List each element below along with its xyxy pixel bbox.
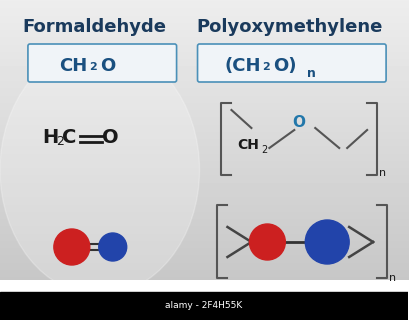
Text: 2: 2 bbox=[263, 62, 270, 72]
Text: H: H bbox=[42, 128, 58, 147]
Text: 2: 2 bbox=[261, 145, 267, 155]
Bar bbox=[0, 292, 408, 320]
Text: O: O bbox=[100, 57, 115, 75]
FancyBboxPatch shape bbox=[198, 44, 386, 82]
Text: C: C bbox=[62, 128, 76, 147]
Text: O: O bbox=[102, 128, 118, 147]
Text: alamy - 2F4H55K: alamy - 2F4H55K bbox=[165, 301, 242, 310]
Text: 2: 2 bbox=[89, 62, 97, 72]
Text: Formaldehyde: Formaldehyde bbox=[23, 18, 167, 36]
Text: Polyoxymethylene: Polyoxymethylene bbox=[196, 18, 382, 36]
Circle shape bbox=[305, 220, 349, 264]
Text: n: n bbox=[389, 273, 396, 283]
Circle shape bbox=[54, 229, 90, 265]
Text: O: O bbox=[292, 115, 305, 130]
FancyBboxPatch shape bbox=[28, 44, 177, 82]
Text: n: n bbox=[307, 67, 316, 80]
Text: CH: CH bbox=[238, 138, 259, 152]
Text: CH: CH bbox=[60, 57, 88, 75]
Ellipse shape bbox=[0, 45, 200, 295]
Text: 2: 2 bbox=[56, 135, 64, 148]
Text: n: n bbox=[379, 168, 386, 178]
Circle shape bbox=[249, 224, 285, 260]
Text: O): O) bbox=[273, 57, 297, 75]
Circle shape bbox=[99, 233, 127, 261]
Text: (CH: (CH bbox=[225, 57, 261, 75]
